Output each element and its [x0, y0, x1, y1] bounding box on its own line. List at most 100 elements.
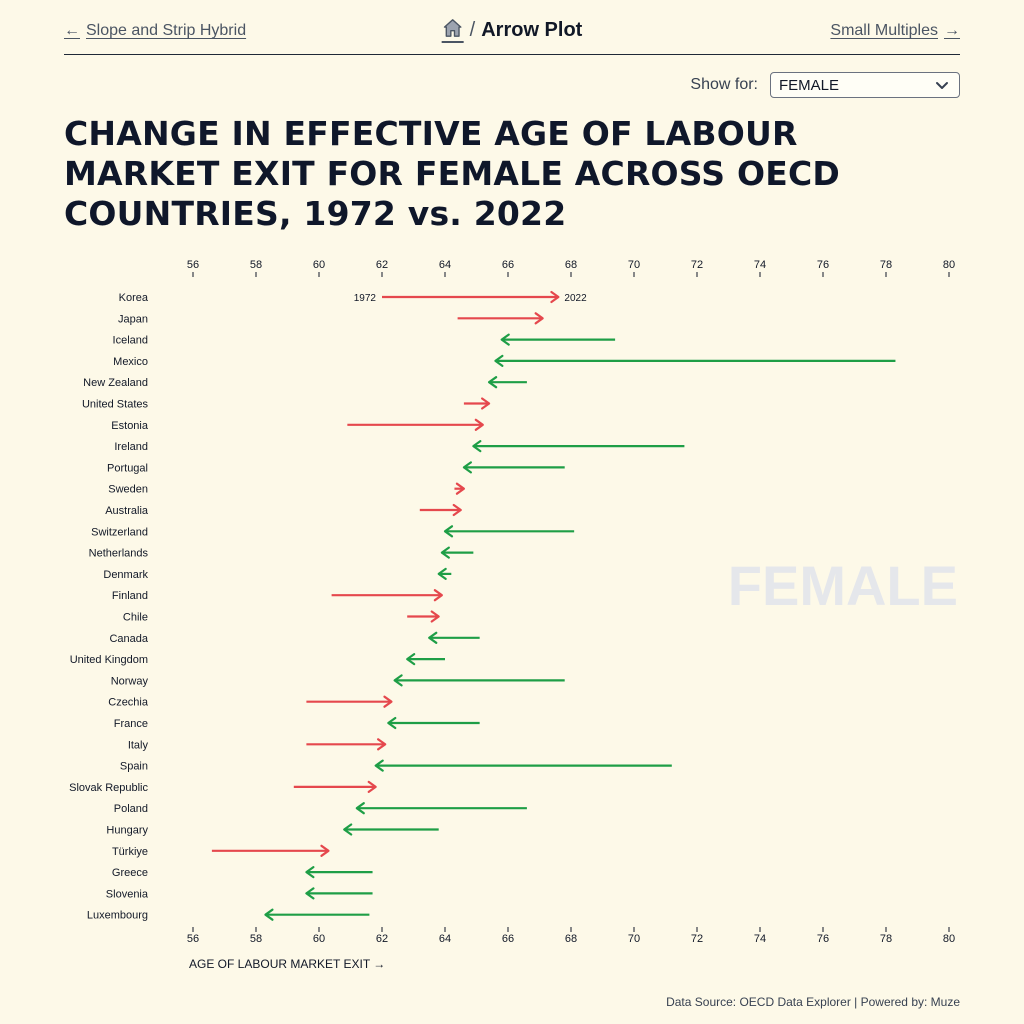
breadcrumb: / Arrow Plot	[441, 18, 582, 43]
data-source-footer: Data Source: OECD Data Explorer | Powere…	[666, 995, 960, 1009]
country-label: Türkiye	[112, 846, 148, 858]
top-tick-label: 60	[313, 259, 325, 271]
country-label: Mexico	[113, 356, 148, 368]
bottom-tick-label: 66	[502, 933, 514, 945]
change-arrow-head	[428, 631, 438, 644]
change-arrow-head	[433, 589, 443, 602]
show-for-filter: Show for: FEMALE	[690, 72, 960, 98]
bottom-tick-label: 62	[376, 933, 388, 945]
arrow-right-icon: →	[944, 22, 960, 39]
country-label: Hungary	[106, 825, 148, 837]
top-tick-label: 58	[250, 259, 262, 271]
change-arrow-head	[377, 738, 387, 751]
change-arrow-head	[440, 546, 450, 559]
prev-page-label: Slope and Strip Hybrid	[86, 22, 247, 39]
bottom-tick-label: 76	[817, 933, 829, 945]
home-icon[interactable]	[441, 18, 464, 43]
show-for-select[interactable]: FEMALE	[770, 72, 960, 98]
country-label: Japan	[118, 313, 148, 325]
watermark-label: FEMALE	[728, 554, 958, 617]
change-arrow-head	[488, 376, 498, 389]
country-label: Portugal	[107, 462, 148, 474]
bottom-tick-label: 78	[880, 933, 892, 945]
change-arrow-head	[472, 440, 482, 453]
change-arrow-head	[481, 397, 491, 410]
bottom-tick-label: 64	[439, 933, 451, 945]
change-arrow-head	[320, 844, 330, 857]
top-tick-label: 80	[943, 259, 955, 271]
bottom-tick-label: 74	[754, 933, 766, 945]
top-tick-label: 62	[376, 259, 388, 271]
change-arrow-head	[494, 354, 504, 367]
change-arrow-head	[305, 887, 315, 900]
change-arrow-head	[367, 780, 377, 793]
change-arrow-head	[500, 333, 510, 346]
breadcrumb-separator: /	[469, 19, 476, 41]
bottom-tick-label: 72	[691, 933, 703, 945]
change-arrow-head	[393, 674, 403, 687]
change-arrow-head	[430, 610, 440, 623]
change-arrow-head	[462, 461, 472, 474]
country-label: Denmark	[103, 569, 148, 581]
country-label: Sweden	[108, 484, 148, 496]
country-label: Iceland	[113, 335, 148, 347]
top-tick-label: 72	[691, 259, 703, 271]
change-arrow-head	[452, 503, 462, 517]
top-tick-label: 76	[817, 259, 829, 271]
top-tick-label: 78	[880, 259, 892, 271]
bottom-tick-label: 68	[565, 933, 577, 945]
change-arrow-head	[474, 418, 484, 431]
country-label: Chile	[123, 612, 148, 624]
top-tick-label: 66	[502, 259, 514, 271]
bottom-tick-label: 80	[943, 933, 955, 945]
chart-title: CHANGE IN EFFECTIVE AGE OF LABOUR MARKET…	[64, 114, 840, 233]
change-arrow-head	[305, 866, 315, 879]
arrow-left-icon: ←	[64, 22, 80, 39]
country-label: Italy	[128, 739, 149, 751]
country-label: Canada	[109, 633, 148, 645]
country-label: Switzerland	[91, 526, 148, 538]
next-page-label: Small Multiples	[830, 22, 938, 39]
country-label: Korea	[119, 292, 149, 304]
country-label: Norway	[111, 675, 149, 687]
top-navigation: ← Slope and Strip Hybrid / Arrow Plot Sm…	[64, 14, 960, 55]
bottom-tick-label: 58	[250, 933, 262, 945]
change-arrow-head	[383, 695, 393, 708]
country-label: Finland	[112, 590, 148, 602]
country-label: Netherlands	[89, 548, 149, 560]
arrow-chart: FEMALE 56 56 58 58 60 60 62 62 64 64 66 66 68 68 70 70 72…	[69, 259, 958, 971]
country-label: Greece	[112, 867, 148, 879]
show-for-selected-value: FEMALE	[779, 77, 840, 94]
country-label: United States	[82, 399, 149, 411]
change-arrow-head	[387, 716, 397, 730]
country-label: Spain	[120, 761, 148, 773]
change-arrow-head	[406, 653, 416, 666]
change-arrow-head	[534, 312, 544, 325]
change-arrow-head	[355, 802, 365, 815]
country-label: Slovenia	[106, 888, 149, 900]
change-arrow-head	[374, 759, 384, 772]
top-tick-label: 74	[754, 259, 766, 271]
country-label: Czechia	[108, 697, 149, 709]
top-tick-label: 70	[628, 259, 640, 271]
country-label: Estonia	[111, 420, 149, 432]
top-tick-label: 64	[439, 259, 451, 271]
change-arrow-head	[443, 525, 454, 538]
next-page-link[interactable]: Small Multiples →	[830, 22, 960, 40]
start-year-label: 1972	[354, 293, 377, 304]
bottom-tick-label: 56	[187, 933, 199, 945]
prev-page-link[interactable]: ← Slope and Strip Hybrid	[64, 22, 246, 40]
bottom-tick-label: 60	[313, 933, 325, 945]
change-arrow-head	[550, 290, 560, 304]
top-tick-label: 56	[187, 259, 199, 271]
change-arrow-head	[437, 567, 447, 580]
end-year-label: 2022	[564, 293, 587, 304]
change-arrow-head	[343, 823, 353, 836]
top-tick-label: 68	[565, 259, 577, 271]
country-label: Slovak Republic	[69, 782, 148, 794]
show-for-label: Show for:	[690, 76, 758, 93]
country-label: New Zealand	[83, 377, 148, 389]
country-label: Ireland	[114, 441, 148, 453]
bottom-tick-label: 70	[628, 933, 640, 945]
change-arrow-head	[455, 482, 465, 495]
